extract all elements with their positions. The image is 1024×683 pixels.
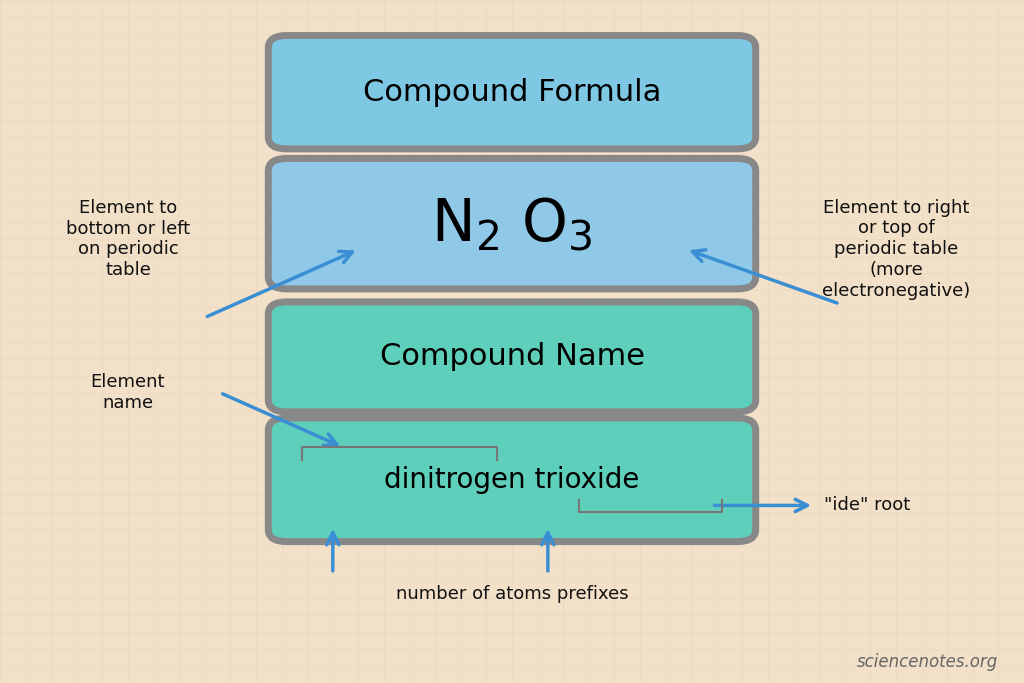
- Text: N$_2$ O$_3$: N$_2$ O$_3$: [431, 195, 593, 253]
- Text: number of atoms prefixes: number of atoms prefixes: [395, 585, 629, 603]
- FancyBboxPatch shape: [268, 302, 756, 412]
- Text: Compound Name: Compound Name: [380, 342, 644, 372]
- Text: Element
name: Element name: [91, 374, 165, 412]
- FancyBboxPatch shape: [268, 418, 756, 542]
- Text: dinitrogen trioxide: dinitrogen trioxide: [384, 466, 640, 494]
- Text: "ide" root: "ide" root: [824, 497, 910, 514]
- Text: Element to right
or top of
periodic table
(more
electronegative): Element to right or top of periodic tabl…: [822, 199, 970, 300]
- Text: sciencenotes.org: sciencenotes.org: [857, 653, 998, 671]
- Text: Compound Formula: Compound Formula: [362, 78, 662, 107]
- Text: Element to
bottom or left
on periodic
table: Element to bottom or left on periodic ta…: [66, 199, 190, 279]
- FancyBboxPatch shape: [268, 36, 756, 149]
- FancyBboxPatch shape: [268, 158, 756, 289]
